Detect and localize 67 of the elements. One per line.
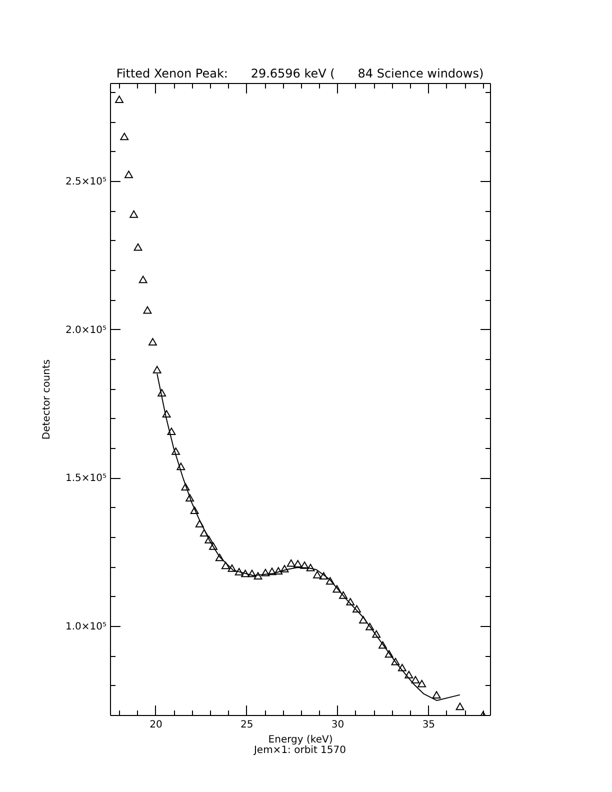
point xyxy=(152,366,162,374)
point xyxy=(398,664,406,672)
point xyxy=(332,585,342,593)
y-tick-label: 2.0×10⁵ xyxy=(65,324,106,336)
point xyxy=(115,96,124,104)
point xyxy=(280,565,289,572)
point xyxy=(241,570,250,578)
point xyxy=(378,641,387,649)
point xyxy=(300,561,309,569)
point xyxy=(391,658,400,666)
point xyxy=(254,572,262,580)
point xyxy=(339,591,348,599)
point xyxy=(148,338,157,346)
x-tick-label: 25 xyxy=(240,720,254,730)
point xyxy=(130,210,138,218)
point xyxy=(176,462,186,470)
point xyxy=(190,506,199,514)
point xyxy=(313,570,322,578)
point xyxy=(404,670,414,678)
point xyxy=(306,564,315,572)
point xyxy=(326,577,334,585)
point xyxy=(228,564,236,572)
point xyxy=(134,243,142,251)
caption: Jem×1: orbit 1570 xyxy=(252,745,348,756)
point xyxy=(456,702,464,710)
x-tick-label: 30 xyxy=(331,720,344,730)
point xyxy=(359,616,368,624)
point xyxy=(372,630,381,638)
point xyxy=(294,560,302,568)
point xyxy=(319,572,328,580)
point xyxy=(366,622,374,630)
y-tick-label: 1.0×10⁵ xyxy=(65,621,106,632)
point xyxy=(286,559,296,567)
point xyxy=(274,567,283,575)
point xyxy=(221,562,230,570)
point xyxy=(384,650,394,658)
point xyxy=(418,680,426,688)
point xyxy=(234,568,244,576)
x-tick-label: 20 xyxy=(150,720,162,730)
point xyxy=(215,554,224,562)
y-tick-label: 1.5×10⁵ xyxy=(65,473,106,484)
point xyxy=(261,568,270,576)
point xyxy=(346,598,355,606)
point xyxy=(158,389,166,396)
point xyxy=(200,529,208,537)
point xyxy=(204,536,214,544)
point xyxy=(172,448,180,455)
point xyxy=(432,691,441,699)
x-axis-title: Energy (keV) xyxy=(268,734,333,746)
y-tick-label: 2.5×10⁵ xyxy=(65,176,106,188)
point xyxy=(268,568,276,576)
point xyxy=(411,676,420,684)
point xyxy=(138,276,148,284)
y-axis-title: Detector counts xyxy=(41,359,52,440)
point xyxy=(143,306,152,314)
x-tick-label: 35 xyxy=(422,720,436,730)
point xyxy=(120,132,129,140)
point xyxy=(352,605,361,612)
point xyxy=(248,570,256,578)
point xyxy=(162,410,171,418)
point xyxy=(181,483,190,491)
point xyxy=(186,494,194,502)
point xyxy=(167,428,176,436)
point xyxy=(124,170,133,178)
chart-title: Fitted Xenon Peak: 29.6596 keV ( 84 Science windows) xyxy=(116,66,484,80)
point xyxy=(195,520,204,528)
point xyxy=(209,542,218,550)
